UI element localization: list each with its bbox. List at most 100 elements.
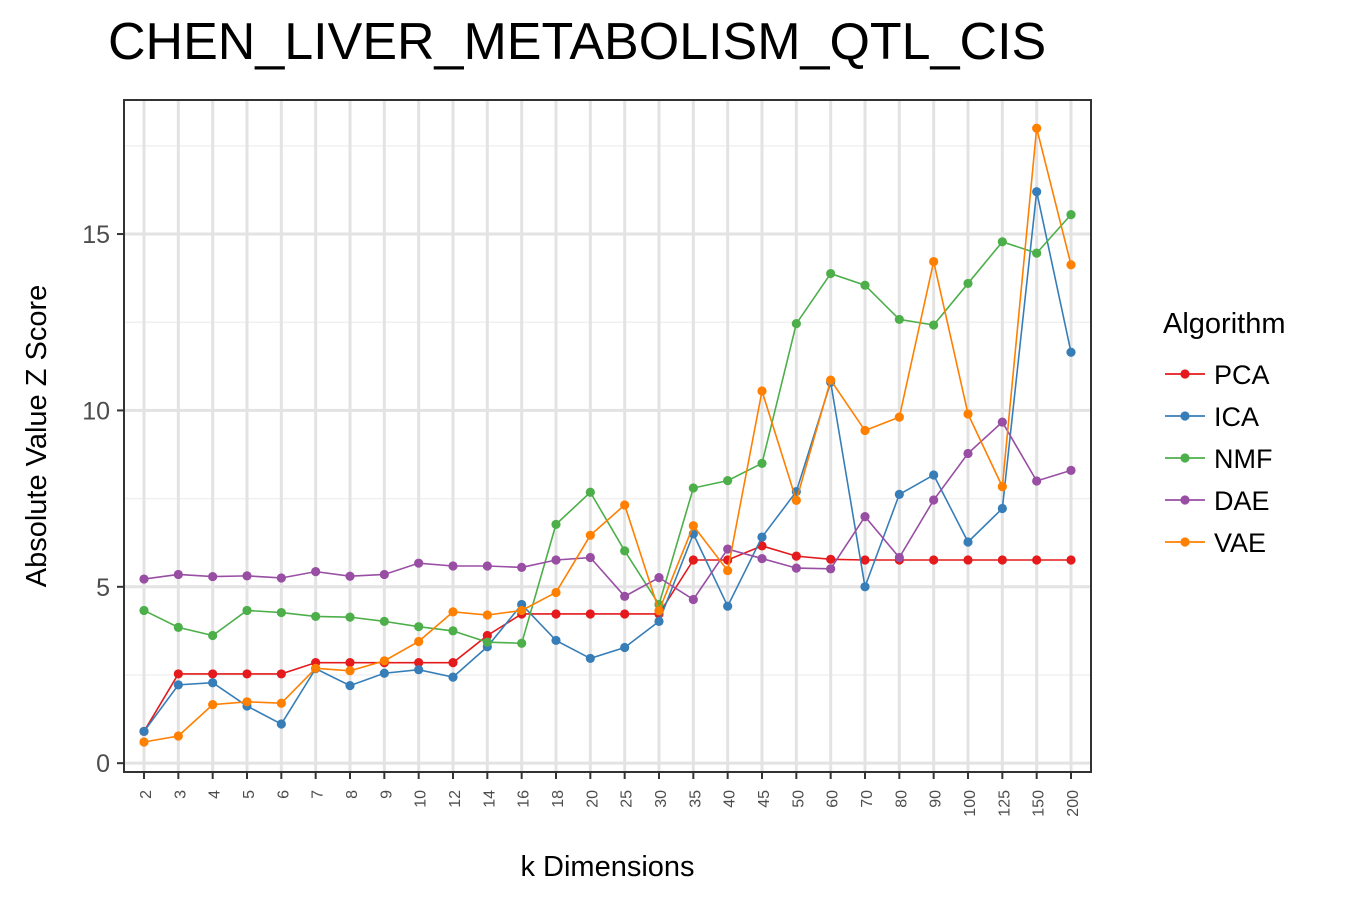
x-tick-label: 25 [619,790,636,808]
data-point-vae [276,698,286,708]
data-point-nmf [379,616,389,626]
data-point-nmf [276,607,286,618]
data-point-nmf [723,476,733,486]
data-point-nmf [1032,248,1042,258]
data-point-nmf [551,519,561,529]
data-point-dae [997,417,1007,427]
data-point-vae [997,482,1007,492]
data-point-pca [860,555,870,565]
data-point-pca [963,555,973,565]
data-point-ica [757,532,767,542]
data-point-dae [688,594,698,605]
data-point-dae [894,552,904,563]
data-point-nmf [1066,210,1076,220]
data-point-dae [242,571,252,581]
data-point-dae [654,573,664,583]
data-point-pca [276,669,286,679]
data-point-nmf [620,546,630,556]
x-tick-label: 200 [1065,790,1082,817]
x-tick-label: 7 [310,790,327,799]
data-point-pca [345,658,355,668]
data-point-vae [414,636,424,647]
data-point-dae [414,558,424,568]
x-tick-label: 50 [790,790,807,808]
data-point-vae [757,386,767,396]
data-point-pca [482,630,492,641]
data-point-nmf [482,637,492,647]
data-point-pca [585,609,595,619]
data-point-ica [997,503,1007,514]
data-point-dae [723,544,733,554]
data-point-ica [276,719,286,729]
data-point-ica [345,680,355,691]
data-point-nmf [345,612,355,622]
legend-label-dae: DAE [1214,486,1270,516]
y-tick-label: 15 [82,221,110,249]
data-point-vae [139,737,149,747]
y-tick-label: 5 [96,574,110,602]
data-point-vae [723,565,733,576]
data-point-vae [1066,260,1076,270]
data-point-nmf [585,487,595,497]
data-point-pca [688,555,698,565]
data-point-nmf [791,319,801,329]
data-point-ica [139,726,149,737]
data-point-nmf [894,314,904,325]
data-point-ica [1032,187,1042,197]
legend-key-point [1180,495,1190,505]
data-point-dae [929,495,939,505]
data-point-vae [242,697,252,707]
data-point-dae [517,562,527,573]
data-point-nmf [517,638,527,648]
data-point-vae [345,666,355,676]
data-point-pca [551,609,561,619]
x-tick-label: 8 [344,790,361,799]
series-line-ica [143,191,1072,732]
data-point-dae [1032,476,1042,486]
data-point-nmf [860,280,870,290]
data-point-pca [997,555,1007,565]
data-point-vae [929,256,939,267]
legend-label-ica: ICA [1214,402,1259,432]
data-point-ica [1066,347,1076,357]
data-point-pca [620,609,630,619]
legend-key-point [1180,369,1190,379]
x-tick-label: 16 [516,790,533,808]
data-point-dae [345,571,355,581]
x-tick-label: 35 [687,790,704,808]
data-point-nmf [757,458,767,468]
data-point-ica [963,537,973,547]
x-tick-label: 40 [722,790,739,808]
data-point-vae [860,425,870,436]
x-tick-label: 5 [241,790,258,799]
x-tick-label: 4 [207,790,224,799]
data-point-pca [448,658,458,668]
data-point-vae [791,495,801,505]
data-point-vae [311,663,321,673]
data-point-vae [654,606,664,616]
data-point-nmf [208,630,218,641]
data-point-vae [448,607,458,617]
data-point-ica [585,653,595,664]
legend-key-point [1180,453,1190,463]
data-point-dae [585,552,595,563]
legend-label-nmf: NMF [1214,444,1272,474]
data-point-nmf [688,483,698,493]
plot-panel [124,100,1091,772]
x-tick-label: 6 [275,790,292,799]
y-tick-label: 10 [82,397,110,425]
data-point-nmf [242,605,252,616]
data-point-nmf [963,278,973,289]
legend-title: Algorithm [1163,308,1286,340]
x-tick-label: 18 [550,790,567,808]
x-tick-label: 10 [413,790,430,808]
data-point-vae [208,700,218,710]
data-point-ica [173,680,183,690]
data-point-ica [929,470,939,480]
data-point-vae [173,731,183,741]
x-axis-title: k Dimensions [520,851,694,883]
series-line-vae [143,128,1072,743]
data-point-pca [826,554,836,564]
data-point-pca [208,669,218,679]
data-point-pca [757,541,767,551]
